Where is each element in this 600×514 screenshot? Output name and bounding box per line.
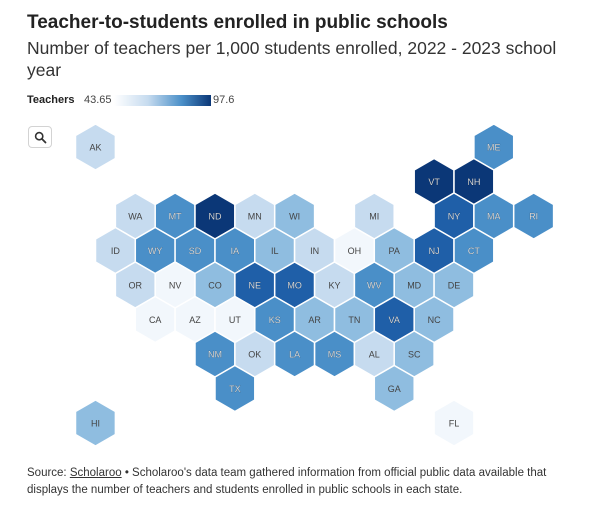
chart-subtitle: Number of teachers per 1,000 students en… xyxy=(27,38,557,80)
state-label: IL xyxy=(271,246,279,256)
state-label: OH xyxy=(348,246,362,256)
source-link[interactable]: Scholaroo xyxy=(69,467,122,479)
state-tile-ga[interactable]: GA xyxy=(373,364,415,413)
source-prefix: Source: xyxy=(27,467,70,479)
state-label: OK xyxy=(248,350,261,360)
state-tile-ak[interactable]: AK xyxy=(74,123,117,171)
state-hex[interactable] xyxy=(512,192,555,240)
state-label: OR xyxy=(129,281,143,291)
state-label: IA xyxy=(231,246,240,256)
state-label: MS xyxy=(328,350,342,360)
state-label: PA xyxy=(389,246,400,256)
state-label: MT xyxy=(169,212,182,222)
state-label: WA xyxy=(128,212,142,222)
state-hex[interactable] xyxy=(433,399,475,447)
state-hex[interactable] xyxy=(214,364,256,413)
state-label: WI xyxy=(289,212,300,222)
state-label: NH xyxy=(467,177,480,187)
state-label: NM xyxy=(208,350,222,360)
state-tile-ri[interactable]: RI xyxy=(512,192,555,240)
source-text: • Scholaroo's data team gathered informa… xyxy=(27,467,547,496)
state-label: TN xyxy=(348,315,360,325)
state-label: SD xyxy=(189,246,202,256)
source-note: Source: Scholaroo • Scholaroo's data tea… xyxy=(27,465,582,499)
state-label: AK xyxy=(89,143,101,153)
state-label: MO xyxy=(287,281,302,291)
chart-title: Teacher-to-students enrolled in public s… xyxy=(27,12,448,33)
search-icon xyxy=(34,131,47,144)
state-hex[interactable] xyxy=(74,123,117,171)
state-tile-me[interactable]: ME xyxy=(473,123,515,171)
state-label: VT xyxy=(428,177,440,187)
legend-gradient-bar xyxy=(114,95,211,106)
state-label: KS xyxy=(269,315,281,325)
zoom-button[interactable] xyxy=(28,126,52,148)
state-label: CO xyxy=(208,281,222,291)
state-label: HI xyxy=(91,419,100,429)
state-label: KY xyxy=(328,281,340,291)
state-label: GA xyxy=(388,384,401,394)
state-label: UT xyxy=(229,315,241,325)
state-label: NJ xyxy=(429,246,440,256)
legend-max-label: 97.6 xyxy=(213,94,235,106)
legend-title: Teachers xyxy=(27,94,75,106)
state-label: ID xyxy=(111,246,121,256)
hex-map: AK ME VT NH WA MT ND MN WI MI NY MA RI ID WY SD IA IL IN OH… xyxy=(74,123,555,447)
state-hex[interactable] xyxy=(74,399,117,447)
state-label: AZ xyxy=(189,315,201,325)
state-label: NV xyxy=(169,281,182,291)
state-label: AR xyxy=(308,315,321,325)
state-tile-hi[interactable]: HI xyxy=(74,399,117,447)
state-label: MI xyxy=(369,212,379,222)
state-label: FL xyxy=(449,419,460,429)
state-label: MN xyxy=(248,212,262,222)
state-tile-tx[interactable]: TX xyxy=(214,364,256,413)
state-label: ME xyxy=(487,143,501,153)
state-label: MD xyxy=(407,281,421,291)
state-label: WY xyxy=(148,246,163,256)
state-label: CT xyxy=(468,246,480,256)
state-hex[interactable] xyxy=(373,364,415,413)
state-label: NC xyxy=(428,315,441,325)
state-label: WV xyxy=(367,281,382,291)
state-label: MA xyxy=(487,212,501,222)
state-tile-ct[interactable]: CT xyxy=(453,226,495,275)
state-label: DE xyxy=(448,281,461,291)
state-label: VA xyxy=(389,315,400,325)
state-label: NY xyxy=(448,212,461,222)
state-label: RI xyxy=(529,212,538,222)
state-label: NE xyxy=(249,281,262,291)
state-label: ND xyxy=(209,212,222,222)
state-label: TX xyxy=(229,384,241,394)
legend-min-label: 43.65 xyxy=(84,94,112,106)
state-label: LA xyxy=(289,350,300,360)
state-label: IN xyxy=(310,246,319,256)
state-label: CA xyxy=(149,315,162,325)
state-tile-fl[interactable]: FL xyxy=(433,399,475,447)
state-label: SC xyxy=(408,350,421,360)
state-label: AL xyxy=(369,350,380,360)
